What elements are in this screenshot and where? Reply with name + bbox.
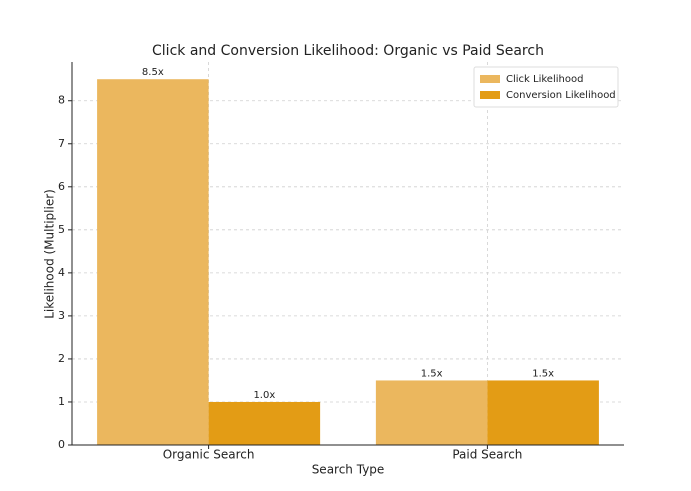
y-tick-label: 3 [58, 309, 65, 322]
bar [97, 79, 209, 445]
y-tick-label: 4 [58, 266, 65, 279]
legend-box [473, 66, 619, 108]
y-tick-label: 6 [58, 180, 65, 193]
x-tick-label: Paid Search [452, 448, 522, 462]
value-label: 1.5x [421, 368, 443, 379]
legend-swatch [480, 75, 500, 83]
y-tick-label: 5 [58, 223, 65, 236]
value-label: 8.5x [142, 67, 164, 78]
value-label: 1.0x [253, 390, 275, 401]
bar [375, 380, 488, 445]
y-tick-label: 7 [58, 137, 65, 150]
legend-label: Click Likelihood [506, 74, 583, 85]
y-tick-label: 1 [58, 395, 65, 408]
legend-label: Conversion Likelihood [506, 90, 616, 101]
bar [487, 380, 599, 445]
x-axis-label: Search Type [312, 463, 385, 477]
bar [208, 401, 321, 445]
value-label: 1.5x [532, 368, 554, 379]
y-axis-label: Likelihood (Multiplier) [43, 189, 57, 319]
chart-title: Click and Conversion Likelihood: Organic… [152, 43, 544, 59]
x-tick-label: Organic Search [163, 448, 255, 462]
y-tick-label: 0 [58, 438, 65, 451]
y-tick-label: 8 [58, 94, 65, 107]
legend: Click Likelihood Conversion Likelihood [473, 66, 619, 108]
legend-swatch [480, 91, 500, 99]
y-tick-label: 2 [58, 352, 65, 365]
